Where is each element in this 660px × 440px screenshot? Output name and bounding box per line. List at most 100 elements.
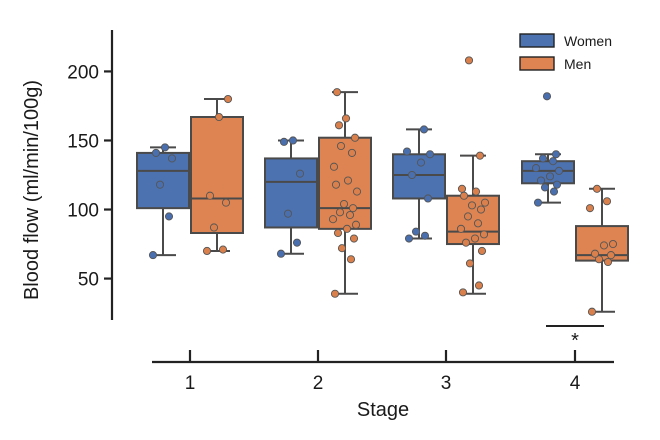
data-point [349, 234, 359, 243]
data-point [151, 148, 161, 157]
data-point [474, 281, 484, 290]
data-point [592, 184, 602, 193]
data-point [330, 289, 340, 298]
data-point [337, 244, 347, 253]
box-women-stage-1 [136, 143, 190, 260]
data-point [221, 198, 231, 207]
data-point [608, 239, 618, 249]
data-point [328, 215, 338, 224]
data-point [475, 151, 485, 160]
data-point [479, 230, 489, 239]
box-iqr [521, 160, 575, 185]
data-point [333, 228, 343, 238]
y-tick-label: 100 [67, 201, 99, 222]
box-men-stage-1 [190, 94, 244, 256]
data-point [160, 143, 170, 152]
data-point [407, 170, 417, 180]
y-axis-title: Blood flow (ml/min/100g) [21, 80, 43, 300]
data-point [551, 150, 561, 159]
data-point [467, 201, 477, 210]
data-point [548, 157, 558, 166]
data-point [533, 198, 543, 207]
plot-area [136, 56, 629, 316]
data-point [458, 288, 468, 297]
x-axis: 1 2 3 4 [152, 350, 614, 394]
data-point [456, 224, 466, 233]
data-point [420, 231, 430, 240]
data-point [404, 234, 414, 243]
data-point [464, 56, 474, 65]
data-point [348, 204, 358, 213]
data-point [411, 227, 421, 236]
x-tick-label: 1 [185, 373, 196, 394]
x-tick-label: 4 [570, 373, 581, 394]
legend-swatch-men [519, 56, 555, 71]
box-iqr [136, 151, 190, 210]
data-point [283, 209, 293, 218]
data-point [603, 257, 613, 267]
data-point [402, 147, 412, 156]
y-tick-label: 50 [78, 270, 99, 291]
data-point [288, 136, 298, 145]
data-point [341, 114, 351, 123]
data-point [292, 238, 302, 247]
data-point [335, 208, 345, 217]
data-point [459, 191, 469, 200]
data-point [531, 164, 541, 173]
significance-marker: * [571, 330, 579, 352]
data-point [343, 176, 353, 185]
y-tick-label: 200 [67, 62, 99, 83]
data-point [276, 249, 286, 258]
data-point [549, 187, 559, 196]
box-women-stage-2 [264, 136, 318, 258]
data-point [585, 204, 595, 213]
x-tick-label: 2 [313, 373, 324, 394]
legend-label-men: Men [564, 56, 591, 72]
box-men-stage-3 [446, 56, 500, 297]
data-point [155, 180, 165, 189]
data-point [552, 180, 562, 189]
data-point [331, 180, 341, 189]
box-iqr [318, 136, 372, 230]
data-point [457, 184, 467, 193]
box-iqr [264, 157, 318, 229]
data-point [218, 245, 228, 254]
legend-label-women: Women [564, 33, 612, 49]
box-women-stage-4 [521, 92, 575, 207]
data-point [423, 194, 433, 203]
data-point [590, 249, 600, 258]
x-tick-label: 3 [441, 373, 452, 394]
data-point [167, 154, 177, 163]
box-men-stage-4 [575, 184, 629, 316]
data-point [295, 169, 305, 178]
data-point [279, 137, 289, 146]
data-point [425, 150, 435, 159]
data-point [540, 183, 550, 192]
data-point [339, 199, 349, 209]
data-point [205, 191, 215, 200]
data-point [214, 112, 224, 122]
data-point [587, 307, 597, 316]
y-axis: 50 100 150 200 [67, 30, 114, 320]
legend: Women Men [519, 33, 612, 72]
box-iqr [392, 153, 446, 200]
data-point [332, 88, 342, 97]
data-point [416, 158, 426, 167]
data-point [480, 198, 490, 207]
data-point [463, 212, 473, 221]
data-point [554, 166, 564, 175]
data-point [465, 259, 475, 268]
box-women-stage-3 [392, 125, 446, 243]
data-point [471, 187, 481, 196]
data-point [346, 255, 356, 264]
box-iqr [190, 116, 244, 234]
data-point [347, 148, 357, 157]
data-point [202, 246, 212, 256]
data-point [545, 172, 555, 181]
data-point [538, 154, 548, 163]
data-point [606, 251, 616, 260]
data-point [329, 162, 339, 171]
data-point [476, 205, 486, 214]
data-point [164, 212, 174, 221]
